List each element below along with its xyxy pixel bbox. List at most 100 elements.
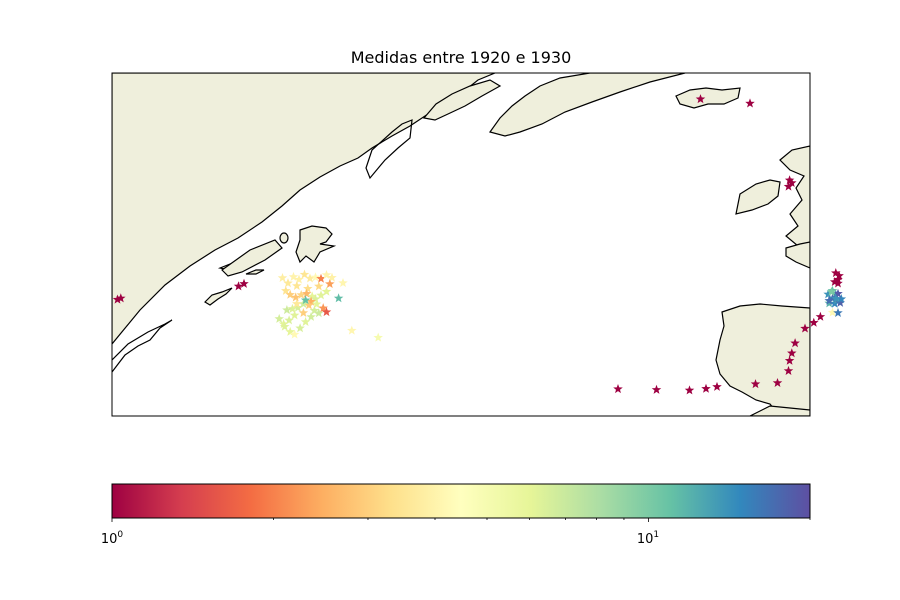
map-title: Medidas entre 1920 e 1930 — [350, 48, 572, 67]
measurement-point — [277, 272, 288, 283]
greenland — [489, 73, 686, 137]
measurement-point — [288, 271, 299, 281]
measurement-point — [815, 311, 826, 321]
measurement-point — [695, 94, 706, 104]
measurement-point — [314, 281, 324, 291]
measurement-point — [338, 278, 348, 288]
colorbar-gradient — [111, 483, 811, 519]
measurement-point — [684, 385, 695, 395]
measurement-point — [784, 355, 795, 365]
measurement-point — [835, 297, 845, 307]
measurement-point — [292, 280, 302, 290]
measurement-point — [824, 295, 834, 305]
measurement-point — [712, 381, 722, 391]
iceland — [675, 87, 741, 109]
measurement-point — [827, 307, 838, 317]
measurement-point — [823, 289, 833, 299]
gulf-island-small — [279, 232, 289, 244]
measurement-point — [310, 272, 321, 282]
measurement-point — [701, 383, 711, 393]
measurement-point — [296, 289, 306, 299]
measurement-point — [321, 286, 332, 296]
measurement-point — [281, 285, 291, 295]
measurement-point — [321, 269, 332, 280]
great-britain — [779, 145, 810, 251]
newfoundland — [295, 225, 337, 264]
measurement-point — [333, 293, 344, 303]
colorbar-ticks — [111, 518, 811, 522]
measurement-point — [831, 268, 841, 278]
measurement-point — [783, 365, 794, 375]
measurement-point — [750, 379, 761, 389]
measurement-point — [298, 307, 309, 317]
measurement-point — [116, 293, 126, 303]
measurement-point — [233, 281, 244, 291]
measurement-point — [784, 175, 795, 185]
measurement-point — [303, 283, 313, 293]
measurement-point — [318, 303, 328, 313]
measurement-point — [306, 296, 316, 306]
measurement-point — [290, 292, 301, 302]
measurement-point — [112, 294, 123, 304]
measurement-point — [284, 315, 294, 325]
colorbar-tick-label-1: 100 — [101, 530, 124, 547]
measurement-point — [300, 295, 311, 305]
measurement-point — [278, 319, 289, 329]
measurement-point — [295, 323, 305, 333]
france — [785, 241, 810, 269]
measurement-point — [289, 310, 300, 320]
measurement-point — [239, 278, 249, 288]
measurement-point — [311, 299, 322, 309]
baffin-island — [422, 79, 502, 121]
ireland — [735, 179, 781, 215]
measurement-point — [314, 308, 324, 318]
measurement-point — [294, 274, 304, 284]
measurement-point — [826, 286, 837, 296]
measurement-point — [310, 294, 321, 304]
measurement-point — [831, 293, 841, 303]
measurement-point — [327, 272, 337, 282]
map-frame — [111, 72, 811, 417]
measurement-point — [304, 300, 314, 310]
measurement-point — [305, 273, 315, 283]
measurement-point — [790, 338, 800, 348]
measurement-point — [307, 291, 317, 301]
measurement-point — [833, 307, 843, 317]
measurement-point — [800, 323, 810, 333]
measurement-point — [301, 288, 312, 298]
measurement-points — [112, 94, 847, 395]
measurement-point — [316, 273, 326, 283]
measurement-point — [316, 290, 326, 300]
labrador-coast-detail — [365, 119, 413, 180]
land-layer — [112, 73, 810, 416]
nova-scotia — [204, 287, 233, 306]
measurement-point — [289, 329, 300, 339]
north-africa — [749, 405, 810, 416]
measurement-point — [745, 98, 755, 108]
measurement-point — [787, 348, 797, 358]
measurement-point — [829, 276, 840, 286]
measurement-point — [285, 326, 295, 336]
gulf-st-lawrence — [112, 319, 173, 373]
measurement-point — [772, 377, 783, 388]
measurement-point — [783, 181, 794, 191]
measurement-point — [285, 289, 295, 299]
measurement-point — [287, 303, 298, 313]
measurement-point — [836, 294, 847, 304]
measurement-point — [833, 288, 843, 298]
measurement-point — [299, 269, 310, 279]
measurement-point — [282, 305, 292, 315]
measurement-point — [809, 317, 819, 327]
measurement-point — [833, 278, 843, 288]
measurement-point — [347, 325, 357, 335]
measurement-point — [283, 278, 293, 288]
measurement-point — [306, 311, 316, 321]
measurement-point — [300, 316, 311, 326]
measurement-point — [274, 313, 284, 323]
quebec-peninsula — [221, 239, 283, 277]
colorbar-tick-label-10: 101 — [637, 530, 659, 547]
measurement-point — [651, 384, 662, 394]
iberian-peninsula — [715, 303, 810, 416]
